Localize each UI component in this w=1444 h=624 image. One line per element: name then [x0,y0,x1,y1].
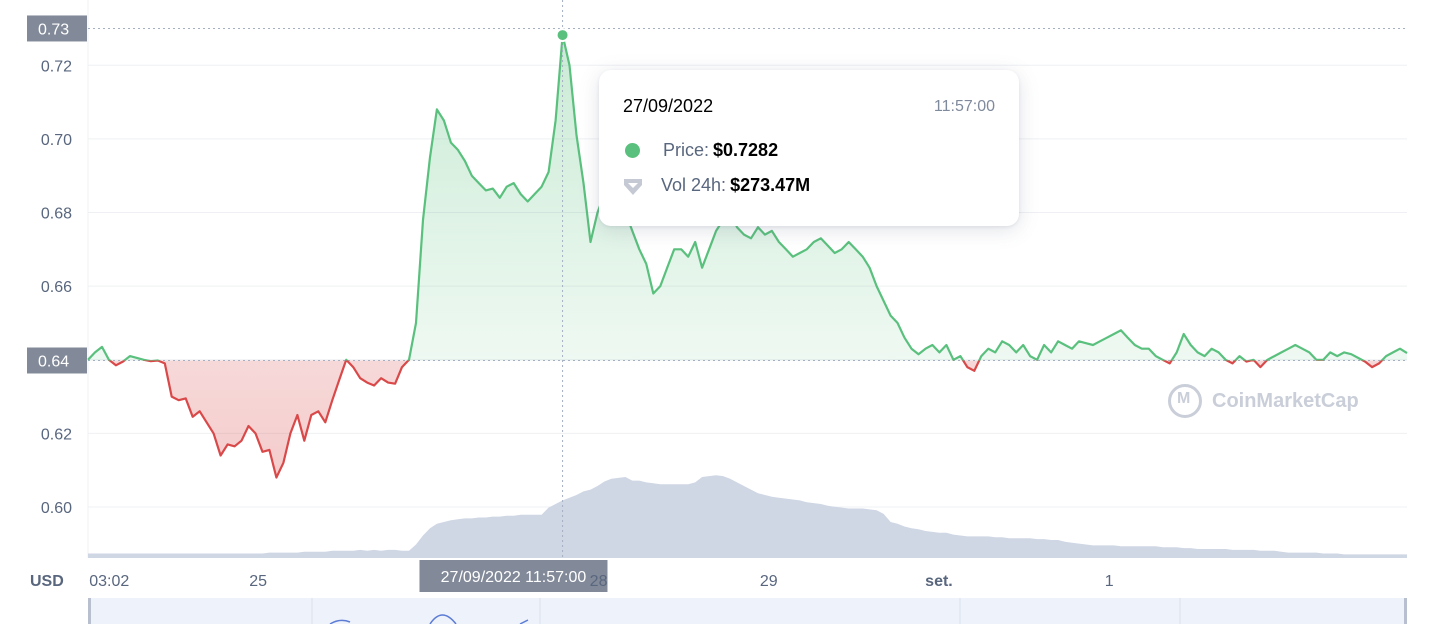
y-tick-label-0: 0.60 [41,500,72,517]
navigator-minimap-line [329,614,529,624]
reference-price-badge-bg [27,347,87,374]
price-line-down [88,360,1384,479]
x-tick-label-5: 29 [760,573,778,590]
price-line-layer [87,34,1408,479]
tooltip-price-value: $0.7282 [713,140,779,160]
y-tick-label-5: 0.70 [41,132,72,149]
reference-price-badge: 0.64 [38,353,69,370]
y-tick-label-6: 0.72 [41,58,72,75]
price-tooltip: 27/09/2022 11:57:00 Price: $0.7282 Vol 2… [599,70,1019,226]
price-fill-layer [88,35,1407,478]
hover-time-badge: 27/09/2022 11:57:00 [441,569,587,586]
range-navigator[interactable] [88,598,1407,624]
hover-price-badge: 0.73 [38,21,69,38]
navigator-background[interactable] [90,598,1406,624]
navigator-left-handle[interactable] [88,598,91,624]
hover-price-badge-bg [27,15,87,42]
y-tick-label-1: 0.62 [41,426,72,443]
x-tick-label-7: 1 [1105,573,1114,590]
price-line-up [87,34,1408,361]
tooltip-volume-label: Vol 24h: [661,175,727,195]
x-tick-label-6: set. [925,573,953,590]
green-dot-icon [625,143,640,158]
x-tick-label-0: 03:02 [89,573,129,590]
y-tick-label-4: 0.68 [41,206,72,223]
hover-point-marker [555,28,570,43]
currency-label: USD [30,573,64,590]
hover-time-badge-bg [419,560,608,592]
tooltip-date: 27/09/2022 [623,96,714,116]
volume-area-layer [88,475,1407,558]
watermark-text: CoinMarketCap [1212,389,1359,412]
volume-area [88,475,1407,558]
coinmarketcap-logo-icon [1168,384,1202,418]
price-fill-up [88,35,1407,361]
y-axis-labels: 0.60 0.62 0.66 0.68 0.70 0.72 0.64 0.73 [27,15,87,517]
watermark: CoinMarketCap [1168,384,1359,418]
tooltip-volume-row: Vol 24h: $273.47M [623,175,810,196]
tooltip-volume-value: $273.47M [730,175,811,195]
crosshair-layer [88,0,1407,558]
price-fill-down [88,360,1407,478]
tooltip-price-label: Price: [663,140,710,160]
y-tick-label-3: 0.66 [41,279,72,296]
navigator-right-handle[interactable] [1404,598,1407,624]
tooltip-price-row: Price: $0.7282 [623,140,778,161]
shield-icon [624,178,642,195]
tooltip-time: 11:57:00 [933,98,995,115]
x-tick-label-1: 25 [249,573,267,590]
x-tick-label-4: 28 [590,573,608,590]
